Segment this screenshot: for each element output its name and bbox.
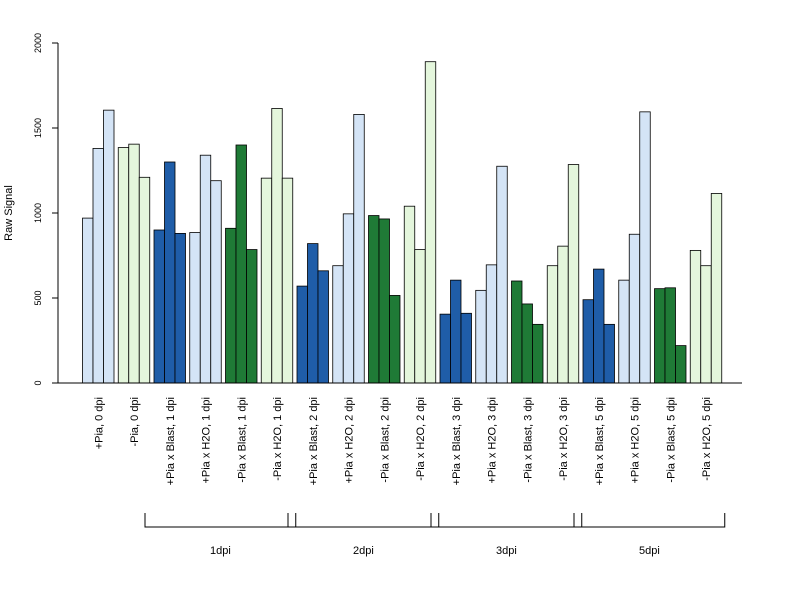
bar-15-2 bbox=[593, 268, 605, 384]
bar-7-1 bbox=[296, 285, 308, 384]
bar-1-3 bbox=[103, 109, 115, 384]
y-axis-title: Raw Signal bbox=[3, 185, 15, 241]
bar-4-3 bbox=[210, 180, 222, 384]
bar-12-1 bbox=[475, 289, 487, 384]
bar-6-2 bbox=[271, 108, 283, 384]
bar-2-1 bbox=[117, 147, 130, 384]
bar-17-2 bbox=[664, 287, 676, 384]
category-label-14: -Pia x H2O, 3 dpi bbox=[558, 397, 570, 481]
bar-2-2 bbox=[128, 143, 140, 384]
bar-13-3 bbox=[532, 323, 544, 384]
axis-layer: 0 500 1000 1500 2000 Raw Signal bbox=[3, 33, 742, 386]
bar-3-3 bbox=[174, 232, 186, 384]
bars-layer bbox=[82, 61, 723, 384]
bar-15-3 bbox=[603, 323, 615, 384]
bar-16-3 bbox=[639, 111, 651, 384]
bar-10-1 bbox=[403, 205, 416, 384]
bar-13-2 bbox=[521, 303, 533, 384]
category-label-6: -Pia x H2O, 1 dpi bbox=[272, 397, 284, 481]
bar-11-2 bbox=[450, 279, 462, 384]
y-tick-label-0: 0 bbox=[33, 380, 43, 385]
category-label-11: +Pia x Blast, 3 dpi bbox=[451, 397, 463, 485]
bar-14-1 bbox=[546, 265, 559, 384]
bar-8-1 bbox=[332, 265, 344, 384]
group-bracket-3 bbox=[430, 513, 583, 528]
category-label-4: +Pia x H2O, 1 dpi bbox=[201, 397, 213, 484]
bar-18-3 bbox=[710, 193, 723, 384]
bar-13-1 bbox=[511, 280, 523, 384]
category-label-3: +Pia x Blast, 1 dpi bbox=[165, 397, 177, 485]
bar-5-1 bbox=[225, 227, 237, 384]
category-label-5: -Pia x Blast, 1 dpi bbox=[236, 397, 248, 483]
category-label-12: +Pia x H2O, 3 dpi bbox=[487, 397, 499, 484]
bar-12-2 bbox=[485, 264, 498, 384]
y-tick-label-2: 1000 bbox=[33, 203, 43, 223]
category-label-8: +Pia x H2O, 2 dpi bbox=[344, 397, 356, 484]
group-bracket-4 bbox=[573, 513, 726, 528]
category-label-9: -Pia x Blast, 2 dpi bbox=[379, 397, 391, 483]
bar-2-3 bbox=[138, 176, 151, 384]
bar-5-3 bbox=[246, 249, 258, 384]
category-label-18: -Pia x H2O, 5 dpi bbox=[701, 397, 713, 481]
group-label-4: 5dpi bbox=[639, 545, 660, 557]
group-label-3: 3dpi bbox=[496, 545, 517, 557]
y-tick-label-4: 2000 bbox=[33, 33, 43, 53]
category-label-1: +Pia, 0 dpi bbox=[93, 397, 105, 449]
category-label-17: -Pia x Blast, 5 dpi bbox=[665, 397, 677, 483]
bar-9-1 bbox=[368, 215, 380, 384]
bar-3-2 bbox=[164, 161, 176, 384]
group-bracket-2 bbox=[287, 513, 440, 528]
bar-9-2 bbox=[378, 218, 390, 384]
labels-layer: +Pia, 0 dpi -Pia, 0 dpi +Pia x Blast, 1 dp… bbox=[93, 397, 713, 485]
bar-8-3 bbox=[353, 114, 365, 384]
bar-6-1 bbox=[260, 177, 273, 384]
category-label-10: -Pia x H2O, 2 dpi bbox=[415, 397, 427, 481]
groups-layer: 1dpi 2dpi 3dpi 5dpi bbox=[144, 513, 726, 557]
bar-1-1 bbox=[82, 217, 94, 384]
bar-18-2 bbox=[700, 265, 712, 384]
y-tick-label-3: 1500 bbox=[33, 118, 43, 138]
group-bracket-1 bbox=[144, 513, 297, 528]
bar-11-3 bbox=[460, 312, 472, 384]
category-label-16: +Pia x H2O, 5 dpi bbox=[630, 397, 642, 484]
y-tick-label-1: 500 bbox=[33, 290, 43, 305]
bar-5-2 bbox=[235, 144, 247, 384]
bar-14-2 bbox=[557, 245, 569, 384]
bar-17-1 bbox=[654, 288, 666, 384]
bar-17-3 bbox=[675, 345, 687, 384]
bar-11-1 bbox=[439, 313, 451, 384]
bar-18-1 bbox=[689, 249, 702, 384]
bar-8-2 bbox=[342, 213, 355, 384]
bar-4-2 bbox=[199, 154, 212, 384]
bar-10-2 bbox=[414, 249, 426, 384]
bar-1-2 bbox=[92, 147, 104, 384]
bar-7-2 bbox=[307, 243, 319, 384]
bar-16-1 bbox=[618, 279, 630, 384]
category-label-2: -Pia, 0 dpi bbox=[129, 397, 141, 447]
bar-12-3 bbox=[496, 165, 508, 384]
bar-3-1 bbox=[153, 229, 165, 384]
category-label-7: +Pia x Blast, 2 dpi bbox=[308, 397, 320, 485]
bar-16-2 bbox=[628, 233, 641, 384]
bar-7-3 bbox=[317, 270, 329, 384]
bar-6-3 bbox=[281, 177, 294, 384]
group-label-1: 1dpi bbox=[210, 545, 231, 557]
bar-10-3 bbox=[424, 61, 437, 384]
bar-15-1 bbox=[582, 299, 594, 384]
category-label-15: +Pia x Blast, 5 dpi bbox=[594, 397, 606, 485]
bar-4-1 bbox=[189, 232, 201, 384]
bar-9-3 bbox=[389, 295, 401, 384]
category-label-13: -Pia x Blast, 3 dpi bbox=[522, 397, 534, 483]
group-label-2: 2dpi bbox=[353, 545, 374, 557]
bar-14-3 bbox=[567, 164, 580, 384]
